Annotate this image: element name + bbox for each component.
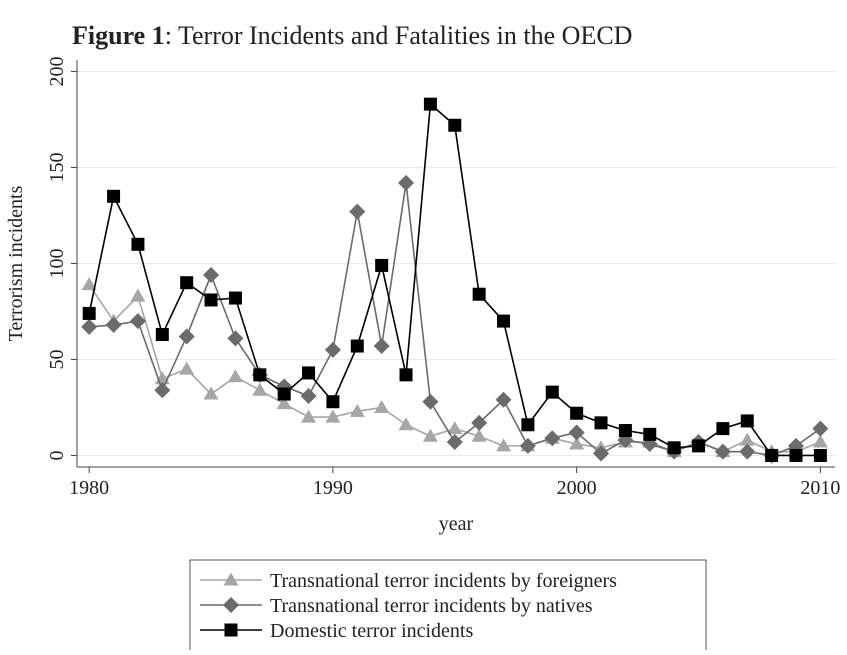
chart-title: Figure 1: Terror Incidents and Fatalitie… [72, 21, 632, 50]
data-point [326, 395, 340, 409]
data-point [497, 314, 511, 328]
data-point [740, 414, 754, 428]
data-point [789, 448, 803, 462]
series-line [88, 102, 821, 457]
data-point [471, 428, 487, 442]
legend-box [189, 559, 707, 655]
data-point [813, 448, 827, 462]
x-tick-label: 2010 [800, 477, 840, 499]
data-point [81, 318, 98, 335]
data-point [398, 417, 414, 431]
data-point [496, 438, 512, 452]
data-point [519, 437, 536, 454]
y-tick-label: 200 [46, 57, 68, 87]
data-point [812, 420, 829, 437]
data-point [570, 406, 584, 420]
data-point [81, 277, 97, 291]
legend-label: Domestic terror incidents [270, 620, 473, 642]
y-tick-label: 50 [46, 349, 68, 369]
data-point [375, 258, 389, 272]
data-point [227, 369, 243, 383]
data-point [105, 316, 122, 333]
data-point [180, 276, 194, 290]
figure-label: Figure 1 [72, 21, 165, 50]
y-tick-label: 150 [46, 153, 68, 183]
data-point [252, 382, 268, 396]
data-point [448, 118, 462, 132]
y-axis-label: Terrorism incidents [5, 185, 27, 341]
data-point [812, 434, 828, 448]
data-point [300, 387, 317, 404]
data-point [447, 421, 463, 435]
data-point [544, 430, 561, 447]
data-point [399, 368, 413, 382]
data-point [253, 368, 267, 382]
data-point [643, 427, 657, 441]
data-point [495, 391, 512, 408]
data-point [618, 424, 632, 438]
data-point [471, 414, 488, 431]
data-point [129, 313, 146, 330]
data-point [350, 339, 364, 353]
data-point [107, 189, 121, 203]
y-tick-label: 0 [46, 450, 68, 460]
data-point [301, 409, 317, 423]
data-point [325, 409, 341, 423]
data-point [594, 416, 608, 430]
data-point [131, 237, 145, 251]
data-point [203, 386, 219, 400]
x-tick-label: 1980 [69, 477, 109, 499]
data-point [568, 424, 585, 441]
x-tick-label: 1990 [313, 477, 353, 499]
data-point [446, 434, 463, 451]
title-text: : Terror Incidents and Fatalities in the… [165, 21, 633, 50]
data-point [521, 418, 535, 432]
data-point [228, 291, 242, 305]
data-point [178, 328, 195, 345]
series-line [89, 182, 821, 457]
data-point [373, 338, 390, 355]
data-point [765, 448, 779, 462]
data-point [422, 428, 438, 442]
data-point [398, 174, 415, 191]
data-point [324, 341, 341, 358]
data-point [739, 443, 756, 460]
data-point [545, 385, 559, 399]
data-point [130, 288, 146, 302]
data-point [422, 393, 439, 410]
legend-marker [223, 572, 239, 586]
data-point [472, 287, 486, 301]
x-axis-label: year [439, 513, 474, 535]
data-point [349, 203, 366, 220]
data-point [716, 422, 730, 436]
data-point [423, 97, 437, 111]
data-point [82, 306, 96, 320]
data-point [667, 441, 681, 455]
data-point [302, 366, 316, 380]
legend-label: Transnational terror incidents by native… [270, 595, 593, 617]
legend-marker [224, 623, 238, 637]
data-point [692, 439, 706, 453]
data-point [593, 445, 610, 462]
y-tick-label: 100 [46, 249, 68, 279]
x-tick-label: 2000 [557, 477, 597, 499]
data-point [276, 396, 292, 410]
data-point [277, 387, 291, 401]
data-point [203, 267, 220, 284]
data-point [154, 382, 171, 399]
data-point [204, 293, 218, 307]
legend-label: Transnational terror incidents by foreig… [270, 570, 617, 592]
data-point [569, 436, 585, 450]
data-point [227, 330, 244, 347]
data-point [155, 328, 169, 342]
data-point [374, 399, 390, 413]
data-point [739, 432, 755, 446]
legend-marker [223, 597, 239, 613]
data-point [179, 361, 195, 375]
data-point [349, 403, 365, 417]
data-point [714, 443, 731, 460]
